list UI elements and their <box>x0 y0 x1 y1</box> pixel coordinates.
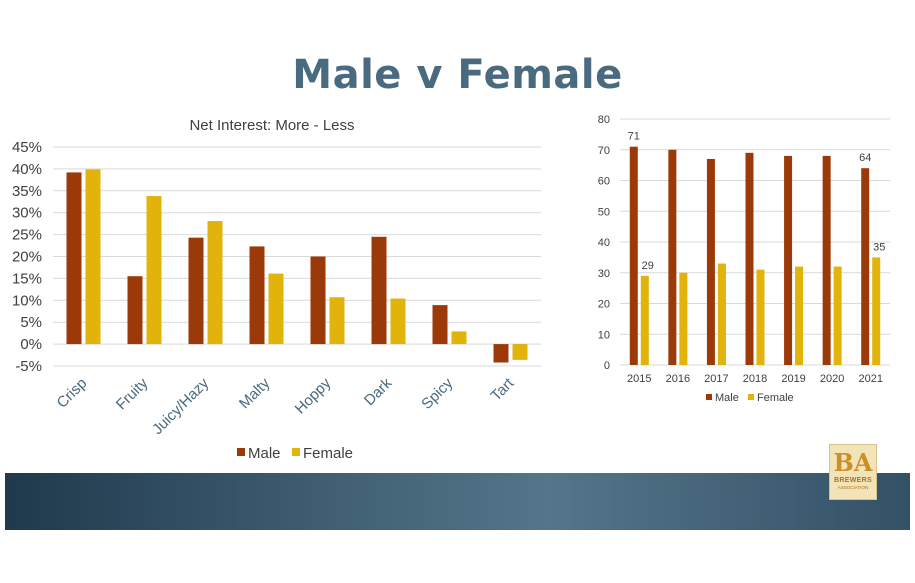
bar-female <box>146 196 162 345</box>
bar-male <box>66 172 82 345</box>
slide-title: Male v Female <box>292 52 623 98</box>
x-tick-label: Hoppy <box>292 374 335 417</box>
y-tick-label: 20% <box>12 249 42 266</box>
bar-female <box>679 272 688 365</box>
chart-title: Net Interest: More - Less <box>189 117 354 134</box>
legend-swatch-female <box>292 448 300 456</box>
bar-female <box>640 275 649 365</box>
y-tick-label: 20 <box>598 299 610 311</box>
bar-female <box>268 273 284 345</box>
x-tick-label: 2019 <box>781 373 805 385</box>
y-tick-label: 0 <box>604 360 610 372</box>
x-tick-label: 2015 <box>627 373 651 385</box>
bar-female <box>795 266 804 365</box>
y-tick-label: 70 <box>598 145 610 157</box>
bar-male <box>432 305 448 345</box>
x-tick-label: 2021 <box>858 373 882 385</box>
x-tick-label: Tart <box>488 374 518 404</box>
yearly-gender-chart: 0 10 20 30 40 50 60 70 80 2015 2016 2017 2018 2019 202… <box>598 114 890 404</box>
x-tick-label: Dark <box>361 374 396 409</box>
y-tick-label: 5% <box>20 314 42 331</box>
y-tick-label: 35% <box>12 183 42 200</box>
net-interest-chart: Net Interest: More - Less -5% 0% 5% 10% 15% 20… <box>12 117 541 462</box>
y-tick-label: -5% <box>15 358 42 375</box>
legend-label-female: Female <box>757 392 794 404</box>
y-tick-label: 30 <box>598 268 610 280</box>
y-tick-label: 15% <box>12 270 42 287</box>
bar-female <box>390 298 406 345</box>
logo-line2: ASSOCIATION <box>837 485 869 490</box>
brewers-association-logo: BA BREWERS ASSOCIATION <box>829 444 877 500</box>
x-tick-label: Crisp <box>54 375 91 412</box>
bar-male <box>371 236 387 345</box>
x-tick-label: 2016 <box>666 373 690 385</box>
bar-male <box>706 158 715 365</box>
bar-male <box>745 152 754 365</box>
bar-female <box>329 297 345 345</box>
legend-label-male: Male <box>715 392 739 404</box>
y-tick-label: 40% <box>12 161 42 178</box>
x-tick-label: Juicy/Hazy <box>149 374 213 438</box>
y-tick-label: 25% <box>12 227 42 244</box>
bar-male <box>822 155 831 365</box>
footer-band <box>5 473 910 530</box>
y-tick-label: 50 <box>598 206 610 218</box>
bar-female <box>207 221 223 345</box>
bar-male <box>249 246 265 345</box>
legend-swatch-male <box>706 394 712 400</box>
bar-female <box>717 263 726 365</box>
bar-female <box>833 266 842 365</box>
bar-male <box>861 168 870 365</box>
x-tick-label: 2020 <box>820 373 844 385</box>
legend-label-female: Female <box>303 445 353 462</box>
legend-label-male: Male <box>248 445 281 462</box>
bar-female <box>512 344 528 360</box>
x-tick-label: 2017 <box>704 373 728 385</box>
data-label: 35 <box>873 241 885 253</box>
y-tick-label: 40 <box>598 237 610 249</box>
logo-letters: BA <box>833 448 873 477</box>
bar-male <box>310 256 326 345</box>
bar-male <box>784 155 793 365</box>
y-tick-label: 30% <box>12 205 42 222</box>
y-tick-label: 10% <box>12 292 42 309</box>
x-tick-label: 2018 <box>743 373 767 385</box>
legend: Male Female <box>706 392 794 404</box>
y-tick-label: 80 <box>598 114 610 126</box>
x-tick-label: Spicy <box>418 374 456 412</box>
bar-male <box>188 237 204 345</box>
y-tick-label: 0% <box>20 336 42 353</box>
x-tick-label: Fruity <box>113 374 152 413</box>
bar-female <box>85 169 101 345</box>
bar-female <box>872 257 881 365</box>
legend: Male Female <box>237 445 353 462</box>
x-tick-label: Malty <box>236 374 274 412</box>
logo-line1: BREWERS <box>834 477 872 484</box>
y-tick-label: 10 <box>598 329 610 341</box>
bar-female <box>756 269 765 365</box>
bar-male <box>493 344 509 363</box>
y-tick-label: 60 <box>598 176 610 188</box>
legend-swatch-male <box>237 448 245 456</box>
bar-female <box>451 331 467 345</box>
bar-male <box>127 276 143 345</box>
bar-male <box>629 146 638 365</box>
legend-swatch-female <box>748 394 754 400</box>
bar-male <box>668 149 677 365</box>
data-label: 71 <box>628 131 640 143</box>
y-tick-label: 45% <box>12 139 42 156</box>
data-label: 64 <box>859 152 871 164</box>
data-label: 29 <box>642 260 654 272</box>
